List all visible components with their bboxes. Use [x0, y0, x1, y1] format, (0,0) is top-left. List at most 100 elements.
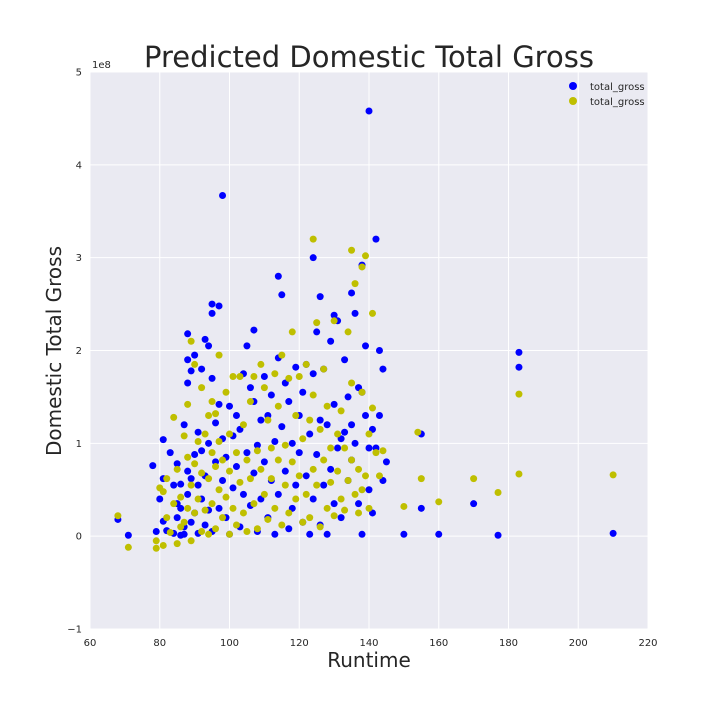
data-point-series-2 — [348, 456, 356, 464]
data-point-series-2 — [191, 360, 199, 368]
data-point-series-2 — [215, 351, 223, 359]
data-point-series-2 — [232, 521, 240, 529]
data-point-series-2 — [191, 509, 199, 517]
data-point-series-2 — [372, 449, 380, 457]
data-point-series-2 — [337, 407, 345, 415]
data-point-series-2 — [330, 317, 338, 325]
data-point-series-2 — [435, 498, 443, 506]
data-point-series-2 — [368, 309, 376, 317]
data-point-series-1 — [609, 529, 617, 537]
data-point-series-1 — [417, 504, 425, 512]
data-point-series-1 — [323, 421, 331, 429]
data-point-series-2 — [334, 430, 342, 438]
data-point-series-2 — [351, 280, 359, 288]
data-point-series-1 — [124, 531, 132, 539]
data-point-series-1 — [330, 311, 338, 319]
y-tick-label: 4 — [76, 160, 82, 171]
data-point-series-2 — [215, 486, 223, 494]
data-point-series-1 — [306, 430, 314, 438]
data-point-series-1 — [173, 514, 181, 522]
data-point-series-2 — [170, 413, 178, 421]
data-point-series-2 — [219, 514, 227, 522]
data-point-series-2 — [180, 432, 188, 440]
data-point-series-2 — [288, 458, 296, 466]
data-point-series-1 — [295, 449, 303, 457]
data-point-series-2 — [341, 506, 349, 514]
x-tick-label: 60 — [84, 638, 97, 649]
grid-lines — [89, 71, 649, 630]
data-point-series-1 — [515, 363, 523, 371]
data-point-series-2 — [187, 337, 195, 345]
data-point-series-1 — [253, 441, 261, 449]
data-point-series-1 — [365, 107, 373, 115]
data-point-series-1 — [243, 342, 251, 350]
x-tick-label: 160 — [429, 638, 448, 649]
data-point-series-2 — [281, 441, 289, 449]
x-tick-label: 200 — [569, 638, 588, 649]
data-point-series-2 — [184, 453, 192, 461]
data-point-series-2 — [184, 400, 192, 408]
data-point-series-2 — [159, 541, 167, 549]
data-point-series-1 — [302, 472, 310, 480]
x-tick-label: 100 — [220, 638, 239, 649]
data-point-series-2 — [208, 500, 216, 508]
data-point-series-2 — [166, 528, 174, 536]
data-point-series-2 — [187, 537, 195, 545]
data-point-series-2 — [316, 425, 324, 433]
data-point-series-2 — [246, 475, 254, 483]
data-point-series-2 — [295, 372, 303, 380]
data-point-series-2 — [257, 360, 265, 368]
data-point-series-1 — [239, 490, 247, 498]
data-point-series-1 — [278, 423, 286, 431]
data-point-series-1 — [250, 326, 258, 334]
data-point-series-2 — [198, 469, 206, 477]
data-point-series-2 — [299, 435, 307, 443]
data-point-series-1 — [177, 480, 185, 488]
data-point-series-2 — [274, 402, 282, 410]
data-point-series-2 — [170, 500, 178, 508]
data-point-series-2 — [320, 365, 328, 373]
data-point-series-2 — [348, 246, 356, 254]
data-point-series-2 — [355, 509, 363, 517]
data-point-series-1 — [243, 449, 251, 457]
data-point-series-2 — [306, 514, 314, 522]
data-point-series-2 — [226, 430, 233, 438]
data-point-series-2 — [267, 475, 275, 483]
data-point-series-1 — [375, 347, 383, 354]
data-point-series-2 — [344, 476, 352, 484]
data-point-series-2 — [515, 470, 523, 478]
data-point-series-1 — [330, 400, 338, 408]
data-point-series-1 — [267, 391, 275, 399]
data-point-series-2 — [205, 411, 213, 419]
data-point-series-2 — [313, 481, 321, 489]
data-point-series-1 — [323, 530, 331, 538]
data-point-series-2 — [260, 384, 268, 392]
data-point-series-1 — [372, 235, 380, 243]
data-point-series-1 — [215, 504, 223, 512]
data-point-series-1 — [257, 416, 265, 424]
data-point-series-2 — [212, 410, 220, 418]
data-point-series-2 — [362, 252, 370, 260]
data-point-series-1 — [208, 309, 216, 317]
chart-title: Predicted Domestic Total Gross — [144, 40, 594, 74]
legend: total_gross total_gross — [569, 82, 645, 108]
data-point-series-1 — [226, 402, 233, 410]
data-point-series-1 — [271, 437, 279, 445]
data-point-series-2 — [327, 444, 335, 452]
data-point-series-2 — [257, 465, 265, 473]
data-point-series-2 — [323, 402, 331, 410]
data-point-series-1 — [187, 367, 195, 375]
data-point-series-2 — [355, 465, 363, 473]
data-point-series-1 — [260, 458, 268, 466]
data-point-series-2 — [609, 471, 617, 479]
data-point-series-2 — [253, 447, 261, 455]
data-point-series-2 — [253, 525, 261, 533]
data-point-series-1 — [306, 530, 314, 538]
data-point-series-2 — [365, 504, 373, 512]
data-point-series-1 — [470, 500, 478, 508]
data-point-series-2 — [229, 372, 237, 380]
data-point-series-2 — [302, 490, 310, 498]
x-tick-label: 180 — [499, 638, 518, 649]
data-point-series-1 — [309, 370, 317, 378]
